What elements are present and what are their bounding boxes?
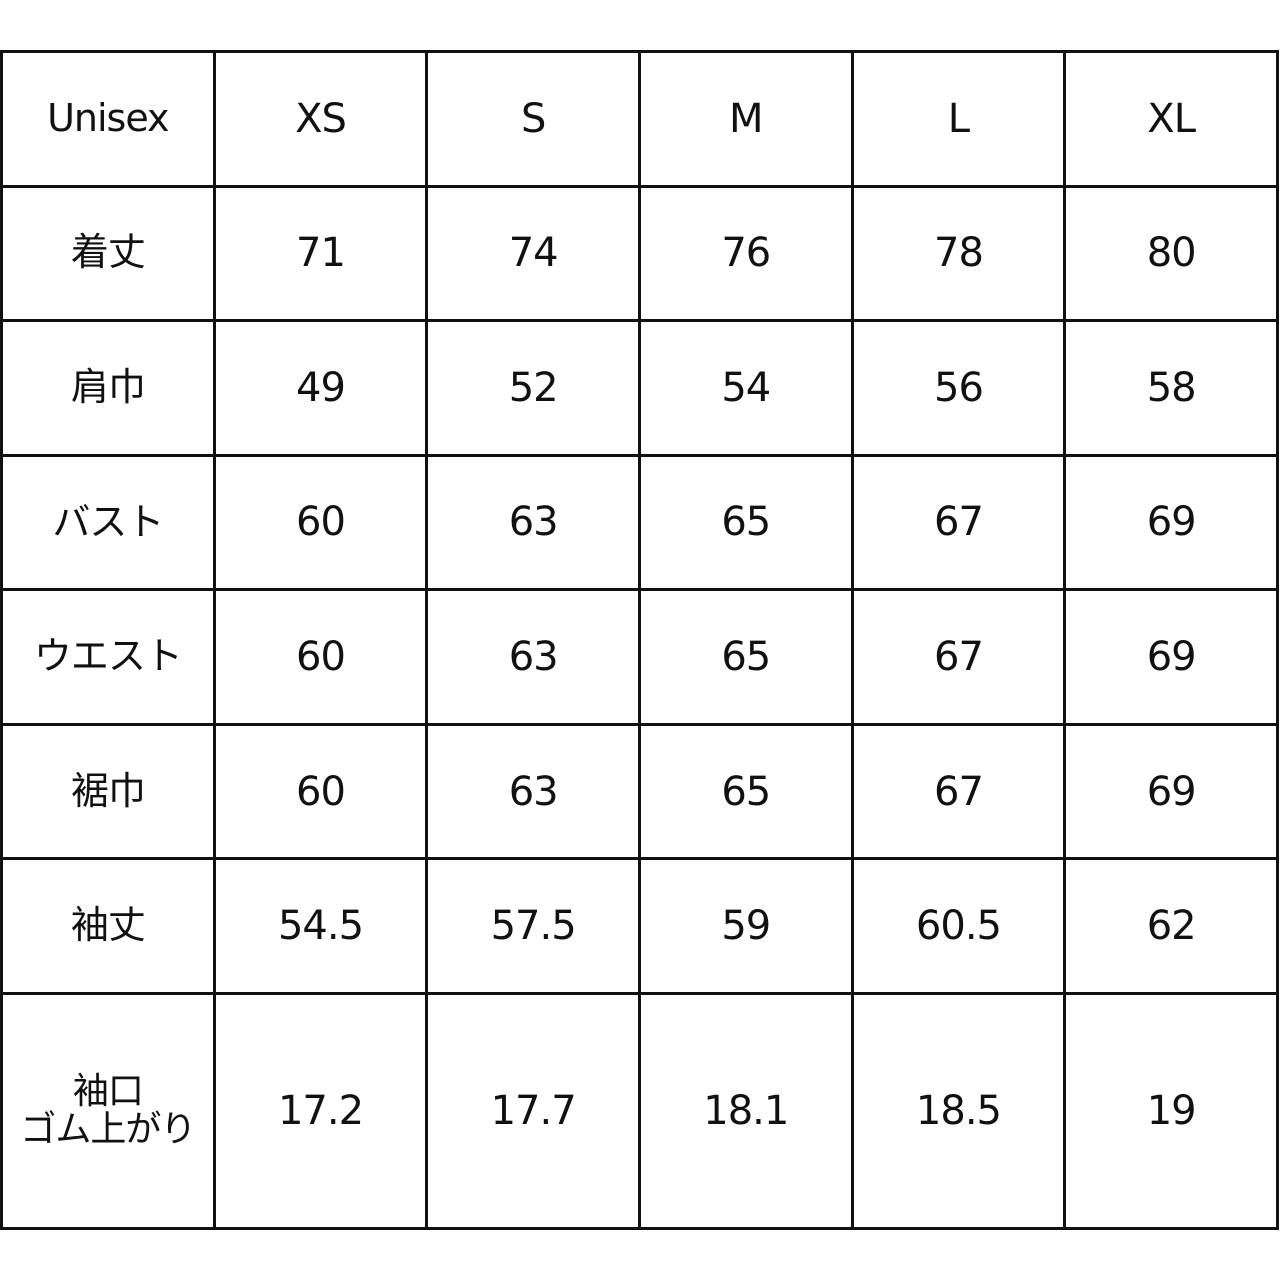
value-cell: 19 xyxy=(1063,991,1279,1231)
row-label-text: ウエスト xyxy=(33,634,183,679)
table-row: 裾巾 60 63 65 67 69 xyxy=(0,722,1279,861)
size-header: XL xyxy=(1063,50,1279,188)
value-cell: 78 xyxy=(850,184,1067,323)
value-cell: 69 xyxy=(1063,453,1279,592)
row-label: 袖口 ゴム上がり xyxy=(0,991,216,1231)
value-cell: 69 xyxy=(1063,588,1279,726)
value-cell: 63 xyxy=(425,588,641,726)
row-label: 肩巾 xyxy=(0,319,216,457)
row-label: 袖丈 xyxy=(0,857,216,995)
table-row: バスト 60 63 65 67 69 xyxy=(0,453,1279,592)
row-label: バスト xyxy=(0,453,216,592)
value-cell: 59 xyxy=(637,857,854,995)
row-label-text: バスト xyxy=(52,499,164,544)
row-label-text: 袖丈 xyxy=(70,903,146,948)
value-cell: 67 xyxy=(850,453,1067,592)
table-row: ウエスト 60 63 65 67 69 xyxy=(0,588,1279,726)
value-cell: 17.2 xyxy=(212,991,429,1231)
value-cell: 58 xyxy=(1063,319,1279,457)
table-row: 袖口 ゴム上がり 17.2 17.7 18.1 18.5 19 xyxy=(0,991,1279,1231)
value-cell: 54.5 xyxy=(212,857,429,995)
value-cell: 18.1 xyxy=(637,991,854,1231)
value-cell: 49 xyxy=(212,319,429,457)
table-row: 着丈 71 74 76 78 80 xyxy=(0,184,1279,323)
size-chart-table: Unisex XS S M L XL 着丈 71 74 76 78 80 肩巾 49 52 54 5… xyxy=(0,50,1279,1231)
value-cell: 65 xyxy=(637,453,854,592)
header-row: Unisex XS S M L XL xyxy=(0,50,1279,188)
row-label-text: 裾巾 xyxy=(70,768,146,813)
value-cell: 60 xyxy=(212,588,429,726)
value-cell: 54 xyxy=(637,319,854,457)
row-label-text: 肩巾 xyxy=(70,364,146,409)
table-row: 袖丈 54.5 57.5 59 60.5 62 xyxy=(0,857,1279,995)
value-cell: 18.5 xyxy=(850,991,1067,1231)
value-cell: 67 xyxy=(850,588,1067,726)
table-row: 肩巾 49 52 54 56 58 xyxy=(0,319,1279,457)
row-label-text: 着丈 xyxy=(70,230,146,275)
value-cell: 65 xyxy=(637,588,854,726)
value-cell: 71 xyxy=(212,184,429,323)
row-label: ウエスト xyxy=(0,588,216,726)
corner-cell: Unisex xyxy=(0,50,216,188)
value-cell: 52 xyxy=(425,319,641,457)
value-cell: 60 xyxy=(212,453,429,592)
value-cell: 76 xyxy=(637,184,854,323)
value-cell: 63 xyxy=(425,453,641,592)
size-header: L xyxy=(850,50,1067,188)
size-header: M xyxy=(637,50,854,188)
size-header: XS xyxy=(212,50,429,188)
value-cell: 62 xyxy=(1063,857,1279,995)
row-label-text-line2: ゴム上がり xyxy=(20,1108,196,1150)
value-cell: 67 xyxy=(850,722,1067,861)
value-cell: 69 xyxy=(1063,722,1279,861)
value-cell: 17.7 xyxy=(425,991,641,1231)
value-cell: 74 xyxy=(425,184,641,323)
value-cell: 60 xyxy=(212,722,429,861)
row-label: 裾巾 xyxy=(0,722,216,861)
row-label-text: 袖口 xyxy=(72,1071,144,1113)
value-cell: 57.5 xyxy=(425,857,641,995)
value-cell: 60.5 xyxy=(850,857,1067,995)
value-cell: 80 xyxy=(1063,184,1279,323)
size-header: S xyxy=(425,50,641,188)
value-cell: 63 xyxy=(425,722,641,861)
row-label: 着丈 xyxy=(0,184,216,323)
value-cell: 65 xyxy=(637,722,854,861)
value-cell: 56 xyxy=(850,319,1067,457)
